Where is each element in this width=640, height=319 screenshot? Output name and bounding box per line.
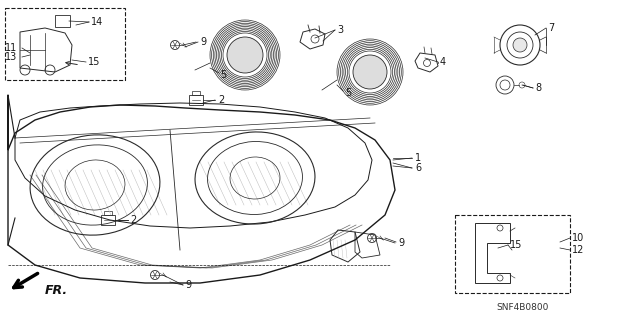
Text: 15: 15 [510, 240, 522, 250]
Text: 6: 6 [415, 163, 421, 173]
Text: 7: 7 [548, 23, 554, 33]
Bar [192, 91, 200, 95]
Bar [455, 215, 570, 293]
Text: 9: 9 [185, 280, 191, 290]
Text: 2: 2 [218, 95, 224, 105]
Text: 14: 14 [91, 17, 103, 27]
Text: 8: 8 [535, 83, 541, 93]
Text: 2: 2 [130, 215, 136, 225]
Text: 5: 5 [345, 88, 351, 98]
Text: 9: 9 [200, 37, 206, 47]
Text: 15: 15 [88, 57, 100, 67]
Text: 12: 12 [572, 245, 584, 255]
Circle shape [227, 37, 263, 73]
Bar [101, 215, 115, 225]
Text: 5: 5 [220, 70, 227, 80]
Circle shape [513, 38, 527, 52]
Bar [5, 8, 125, 80]
Text: 13: 13 [5, 52, 17, 62]
Bar [189, 95, 203, 105]
Text: 10: 10 [572, 233, 584, 243]
Text: 11: 11 [5, 43, 17, 53]
Bar [55, 15, 70, 27]
Bar [104, 211, 112, 215]
Circle shape [353, 55, 387, 89]
Text: 4: 4 [440, 57, 446, 67]
Text: 9: 9 [398, 238, 404, 248]
Text: 3: 3 [337, 25, 343, 35]
Text: FR.: FR. [45, 285, 68, 298]
Text: SNF4B0800: SNF4B0800 [497, 303, 549, 313]
Text: 1: 1 [415, 153, 421, 163]
